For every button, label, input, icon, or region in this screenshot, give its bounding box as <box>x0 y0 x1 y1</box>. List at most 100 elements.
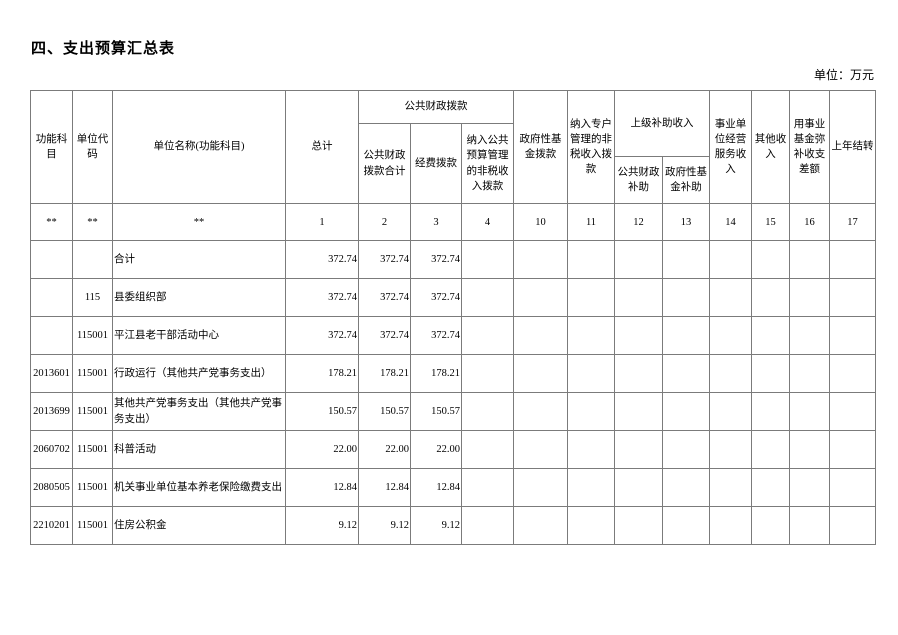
table-cell: 12.84 <box>358 468 411 507</box>
table-cell: 22.00 <box>285 430 359 469</box>
table-cell: 2080505 <box>30 468 73 507</box>
table-cell <box>789 430 830 469</box>
table-cell <box>829 278 876 317</box>
table-cell <box>709 430 752 469</box>
table-cell: 115001 <box>72 354 113 393</box>
col-header-unit-name: 单位名称(功能科目) <box>112 90 286 204</box>
table-cell: 12.84 <box>410 468 462 507</box>
table-cell <box>829 506 876 545</box>
table-cell <box>30 278 73 317</box>
table-cell <box>513 430 568 469</box>
table-cell <box>829 468 876 507</box>
table-body: ** ** ** 1 2 3 4 10 11 12 13 14 15 16 17 合计 372.74 372.74… <box>30 203 876 545</box>
table-cell: 178.21 <box>410 354 462 393</box>
table-cell <box>461 240 514 279</box>
column-index-cell: ** <box>72 203 113 241</box>
table-cell <box>461 316 514 355</box>
table-cell <box>567 278 615 317</box>
table-cell: 9.12 <box>358 506 411 545</box>
table-cell <box>709 506 752 545</box>
col-group-public-finance-appropriation: 公共财政拨款 <box>358 90 514 124</box>
table-cell: 372.74 <box>410 316 462 355</box>
table-cell: 机关事业单位基本养老保险缴费支出 <box>112 468 286 507</box>
col-header-other-income: 其他收入 <box>751 90 790 204</box>
column-index-cell: 1 <box>285 203 359 241</box>
col-group-superior-subsidy-income: 上级补助收入 <box>614 90 710 157</box>
table-cell <box>614 468 663 507</box>
table-cell: 150.57 <box>410 392 462 431</box>
table-cell <box>709 240 752 279</box>
table-cell <box>662 316 710 355</box>
table-cell <box>709 468 752 507</box>
table-cell <box>789 506 830 545</box>
table-cell <box>513 468 568 507</box>
col-header-fund-cover-balance: 用事业基金弥补收支差额 <box>789 90 830 204</box>
table-cell: 合计 <box>112 240 286 279</box>
table-cell <box>461 506 514 545</box>
column-index-cell: 10 <box>513 203 568 241</box>
table-cell <box>709 278 752 317</box>
table-cell <box>829 316 876 355</box>
unit-note: 单位：万元 <box>813 68 874 82</box>
expenditure-budget-summary-table: 功能科目 单位代码 单位名称(功能科目) 总计 公共财政拨款 政府性基金拨款 纳… <box>30 90 876 545</box>
column-index-cell: 15 <box>751 203 790 241</box>
table-cell <box>662 506 710 545</box>
table-cell <box>829 240 876 279</box>
table-cell <box>662 240 710 279</box>
table-cell: 115 <box>72 278 113 317</box>
table-cell <box>789 316 830 355</box>
table-header: 功能科目 单位代码 单位名称(功能科目) 总计 公共财政拨款 政府性基金拨款 纳… <box>30 90 876 204</box>
table-cell <box>614 240 663 279</box>
page-title: 四、支出预算汇总表 <box>31 41 176 57</box>
table-cell: 372.74 <box>410 240 462 279</box>
table-cell <box>614 506 663 545</box>
table-cell: 115001 <box>72 316 113 355</box>
table-cell: 9.12 <box>285 506 359 545</box>
table-cell: 372.74 <box>358 240 411 279</box>
table-cell <box>567 468 615 507</box>
table-cell <box>751 468 790 507</box>
column-index-cell: 16 <box>789 203 830 241</box>
table-row: 115001 平江县老干部活动中心 372.74 372.74 372.74 <box>30 316 876 355</box>
table-cell <box>662 468 710 507</box>
table-cell: 9.12 <box>410 506 462 545</box>
table-cell: 150.57 <box>285 392 359 431</box>
table-row: 2060702 115001 科普活动 22.00 22.00 22.00 <box>30 430 876 469</box>
table-cell <box>461 392 514 431</box>
table-cell <box>567 430 615 469</box>
table-cell <box>789 240 830 279</box>
table-cell <box>789 468 830 507</box>
table-cell <box>709 392 752 431</box>
table-cell: 22.00 <box>358 430 411 469</box>
table-cell: 科普活动 <box>112 430 286 469</box>
column-index-cell: 4 <box>461 203 514 241</box>
table-cell <box>751 506 790 545</box>
table-cell <box>513 506 568 545</box>
table-cell: 县委组织部 <box>112 278 286 317</box>
table-cell <box>513 240 568 279</box>
table-cell: 115001 <box>72 392 113 431</box>
table-cell <box>30 316 73 355</box>
col-header-public-finance-total: 公共财政拨款合计 <box>358 123 411 204</box>
table-cell <box>513 278 568 317</box>
col-header-functional-subject: 功能科目 <box>30 90 73 204</box>
table-cell <box>751 278 790 317</box>
table-cell: 115001 <box>72 468 113 507</box>
column-index-cell: ** <box>112 203 286 241</box>
table-cell <box>567 392 615 431</box>
table-cell <box>709 354 752 393</box>
col-header-nontax-public-budget: 纳入公共预算管理的非税收入拨款 <box>461 123 514 204</box>
table-cell <box>567 506 615 545</box>
table-cell: 372.74 <box>285 240 359 279</box>
table-cell <box>829 392 876 431</box>
table-cell <box>709 316 752 355</box>
table-cell <box>30 240 73 279</box>
table-row: 合计 372.74 372.74 372.74 <box>30 240 876 279</box>
col-header-unit-code: 单位代码 <box>72 90 113 204</box>
table-cell <box>751 430 790 469</box>
column-index-cell: 14 <box>709 203 752 241</box>
table-cell <box>751 240 790 279</box>
table-cell: 12.84 <box>285 468 359 507</box>
table-cell <box>614 316 663 355</box>
table-row: 2013601 115001 行政运行（其他共产党事务支出） 178.21 178.21… <box>30 354 876 393</box>
